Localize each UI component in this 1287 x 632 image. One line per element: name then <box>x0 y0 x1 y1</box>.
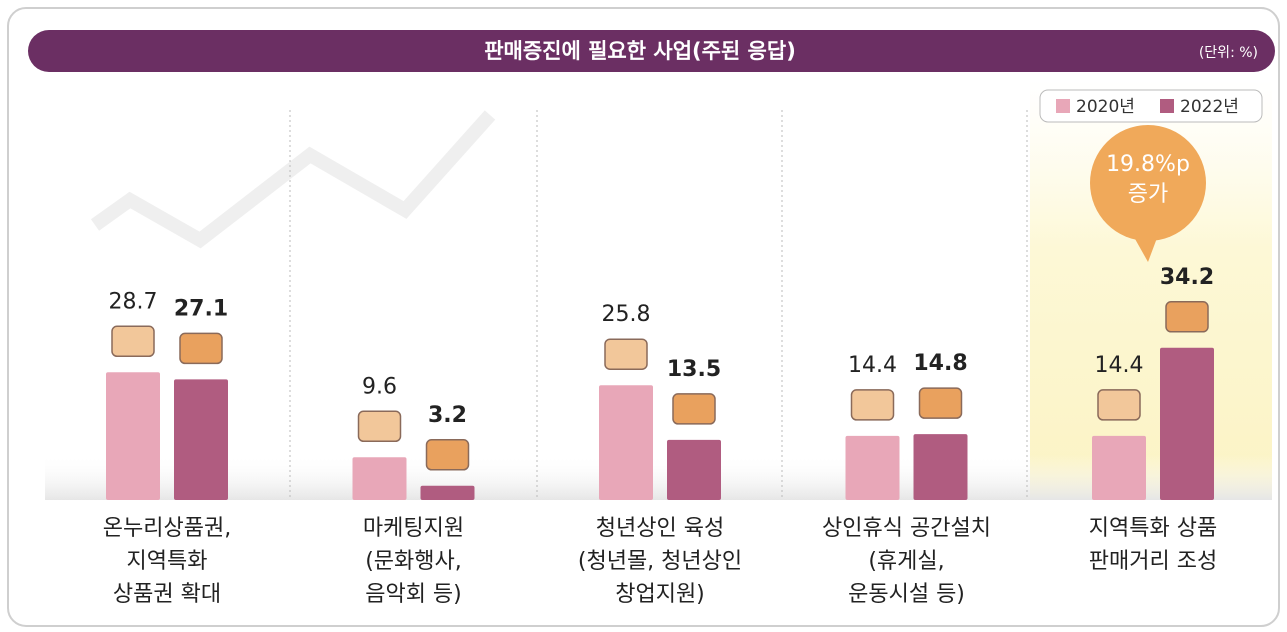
value-label: 3.2 <box>428 403 467 428</box>
icon <box>852 390 894 420</box>
icon <box>673 394 715 424</box>
value-label: 34.2 <box>1160 265 1214 290</box>
legend-label: 2020년 <box>1076 97 1135 117</box>
icon <box>359 411 401 441</box>
x-tick-label: 마케팅지원 (문화행사, 음악회 등) <box>294 512 534 611</box>
icon <box>427 440 469 470</box>
floor <box>45 455 1272 500</box>
bar <box>667 440 721 500</box>
value-label: 13.5 <box>667 357 721 382</box>
legend-swatch <box>1160 99 1174 113</box>
bar <box>1160 348 1214 500</box>
bar <box>1092 436 1146 500</box>
icon <box>1166 302 1208 332</box>
value-label: 9.6 <box>362 374 397 399</box>
value-label: 14.4 <box>1095 353 1144 378</box>
bar <box>353 457 407 500</box>
icon <box>1098 390 1140 420</box>
legend-swatch <box>1056 99 1070 113</box>
icon <box>180 333 222 363</box>
legend-label: 2022년 <box>1180 97 1239 117</box>
bar <box>421 486 475 500</box>
unit: (단위: %) <box>1199 45 1258 61</box>
bar <box>914 434 968 500</box>
value-label: 14.8 <box>913 351 967 376</box>
icon <box>605 339 647 369</box>
callout-text: 19.8%p 증가 <box>1090 150 1206 210</box>
page: 판매증진에 필요한 사업(주된 응답) (단위: %) 2020년 2022년 28… <box>0 0 1287 632</box>
value-label: 28.7 <box>109 289 158 314</box>
value-label: 14.4 <box>848 353 897 378</box>
x-tick-label: 온누리상품권, 지역특화 상품권 확대 <box>47 512 287 611</box>
chart-title: 판매증진에 필요한 사업(주된 응답) <box>484 39 796 63</box>
bar <box>106 372 160 500</box>
value-label: 27.1 <box>174 296 228 321</box>
x-tick-label: 청년상인 육성 (청년몰, 청년상인 창업지원) <box>540 512 780 611</box>
bar <box>846 436 900 500</box>
x-tick-label: 지역특화 상품 판매거리 조성 <box>1033 512 1273 578</box>
icon <box>920 388 962 418</box>
icon <box>112 326 154 356</box>
x-tick-label: 상인휴식 공간설치 (휴게실, 운동시설 등) <box>787 512 1027 611</box>
value-label: 25.8 <box>602 302 651 327</box>
bar <box>174 379 228 500</box>
bar <box>599 385 653 500</box>
